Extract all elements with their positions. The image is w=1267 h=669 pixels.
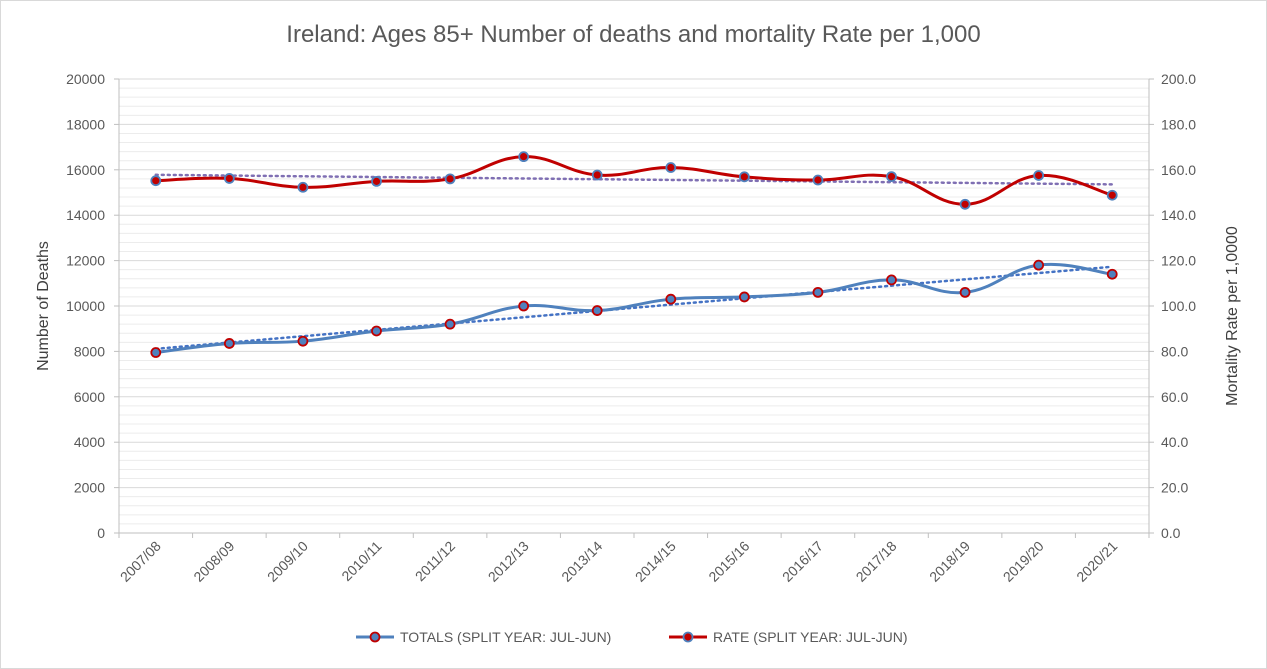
y-right-tick-label: 40.0 [1161,434,1188,450]
legend-marker-1 [682,631,694,643]
y-left-tick-label: 14000 [66,207,105,223]
y-right-tick-label: 180.0 [1161,116,1196,132]
y-right-tick-label: 160.0 [1161,162,1196,178]
y-right-tick-label: 20.0 [1161,480,1188,496]
x-tick-label: 2016/17 [779,538,826,585]
legend-label-1: RATE (SPLIT YEAR: JUL-JUN) [713,629,907,645]
y-left-tick-label: 2000 [74,480,105,496]
x-tick-label: 2008/09 [190,538,237,585]
series-0-point [297,335,309,347]
series-0-point [223,338,235,349]
y-left-tick-label: 16000 [66,162,105,178]
series-1-point [665,162,677,173]
series-0-point [371,325,382,337]
series-0-point [738,291,750,303]
series-1-point [1033,170,1045,181]
series-1-point [1106,189,1118,201]
y-left-tick-label: 12000 [66,253,105,269]
y-right-tick-label: 80.0 [1161,343,1188,359]
series-0-point [886,274,897,286]
y-right-tick-label: 0.0 [1161,525,1181,541]
series-0-point [665,293,677,305]
x-tick-label: 2018/19 [926,538,973,585]
series-1-point [150,175,162,187]
series-1-trendline [154,173,1114,186]
x-tick-label: 2007/08 [117,538,164,585]
y-left-tick-label: 4000 [74,434,105,450]
series-0-point [518,300,530,312]
chart-title: Ireland: Ages 85+ Number of deaths and m… [286,21,981,48]
y-left-tick-label: 10000 [66,298,105,314]
series-1-point [591,169,603,181]
series-1-point [518,151,530,163]
series-0-point [150,347,162,358]
series-0-trendline [154,265,1114,351]
x-tick-label: 2010/11 [338,538,385,585]
series-0-point [591,305,603,316]
x-tick-label: 2017/18 [853,538,900,585]
x-tick-label: 2012/13 [485,538,532,585]
y-left-tick-label: 8000 [74,343,105,359]
x-tick-label: 2011/12 [412,538,459,585]
y-left-axis-title: Number of Deaths [35,241,52,371]
legend-label-0: TOTALS (SPLIT YEAR: JUL-JUN) [400,629,611,645]
y-left-tick-label: 18000 [66,116,105,132]
series-0-point [1106,268,1118,280]
y-right-axis-title: Mortality Rate per 1,0000 [1224,226,1241,406]
y-left-tick-label: 0 [97,525,105,541]
y-right-tick-label: 60.0 [1161,389,1188,405]
series-0-point [1033,259,1045,271]
series-1-point [444,173,456,185]
series-0-point [444,318,456,330]
x-tick-label: 2019/20 [1000,538,1047,585]
series-0-point [959,286,971,298]
x-tick-label: 2020/21 [1073,538,1120,585]
series-1-point [223,173,235,184]
series-1-point [297,181,309,193]
series-1-point [886,171,897,183]
series-1-point [738,171,750,183]
y-right-tick-label: 100.0 [1161,298,1196,314]
series-1-point [371,175,382,187]
series-1-point [812,174,824,186]
x-tick-label: 2015/16 [705,538,752,585]
y-right-tick-label: 200.0 [1161,71,1196,87]
y-right-tick-label: 120.0 [1161,253,1196,269]
series-1-point [959,198,971,210]
legend-marker-0 [369,631,381,643]
x-tick-label: 2014/15 [632,538,679,585]
y-left-tick-label: 6000 [74,389,105,405]
series-0-point [812,286,824,298]
y-left-tick-label: 20000 [66,71,105,87]
y-right-tick-label: 140.0 [1161,207,1196,223]
x-tick-label: 2009/10 [264,538,311,585]
x-tick-label: 2013/14 [558,538,605,585]
